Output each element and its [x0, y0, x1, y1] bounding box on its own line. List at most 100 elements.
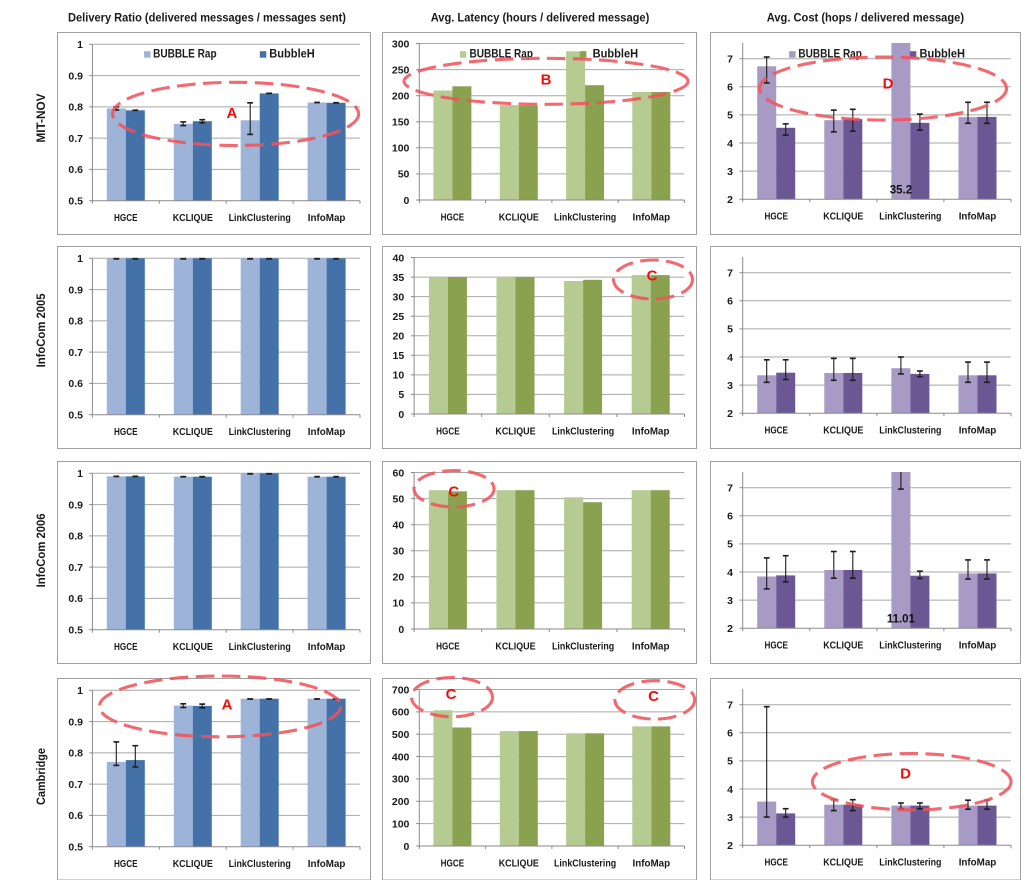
- svg-text:InfoMap: InfoMap: [308, 858, 346, 870]
- svg-text:1: 1: [77, 685, 83, 697]
- svg-text:0.8: 0.8: [68, 530, 83, 542]
- svg-text:InfoMap: InfoMap: [959, 856, 997, 868]
- svg-text:BubbleH: BubbleH: [269, 49, 315, 61]
- svg-text:InfoCom 2005: InfoCom 2005: [36, 293, 48, 368]
- svg-text:C: C: [647, 268, 658, 285]
- svg-text:35.2: 35.2: [890, 185, 912, 197]
- svg-text:0.9: 0.9: [68, 70, 83, 82]
- svg-text:KCLIQUE: KCLIQUE: [495, 640, 535, 652]
- svg-text:0.7: 0.7: [68, 346, 83, 358]
- svg-text:700: 700: [392, 684, 410, 696]
- svg-text:0.5: 0.5: [68, 409, 83, 421]
- svg-text:LinkClustering: LinkClustering: [229, 641, 291, 653]
- svg-text:20: 20: [393, 571, 405, 583]
- svg-text:0.5: 0.5: [68, 624, 83, 636]
- svg-text:50: 50: [398, 169, 410, 181]
- svg-text:Cambridge: Cambridge: [36, 748, 48, 805]
- svg-text:Delivery Ratio (delivered mess: Delivery Ratio (delivered messages / mes…: [68, 13, 346, 25]
- svg-text:2: 2: [727, 194, 733, 206]
- svg-text:HGCE: HGCE: [441, 211, 465, 223]
- svg-text:50: 50: [393, 493, 405, 505]
- svg-text:InfoMap: InfoMap: [632, 425, 670, 437]
- svg-text:40: 40: [393, 252, 405, 264]
- svg-text:30: 30: [393, 545, 405, 557]
- svg-text:LinkClustering: LinkClustering: [229, 212, 291, 224]
- svg-text:100: 100: [392, 143, 410, 155]
- svg-text:7: 7: [727, 267, 733, 279]
- svg-text:KCLIQUE: KCLIQUE: [173, 641, 213, 653]
- svg-text:600: 600: [392, 706, 410, 718]
- svg-text:250: 250: [392, 64, 410, 76]
- svg-text:0: 0: [398, 623, 404, 635]
- svg-text:300: 300: [392, 773, 410, 785]
- svg-text:D: D: [900, 765, 911, 782]
- svg-text:0.9: 0.9: [68, 284, 83, 296]
- svg-text:LinkClustering: LinkClustering: [554, 857, 616, 869]
- svg-text:LinkClustering: LinkClustering: [879, 211, 941, 223]
- svg-text:35: 35: [393, 271, 405, 283]
- svg-text:6: 6: [727, 727, 733, 739]
- svg-text:LinkClustering: LinkClustering: [229, 858, 291, 870]
- svg-text:KCLIQUE: KCLIQUE: [823, 424, 863, 436]
- svg-text:10: 10: [393, 369, 405, 381]
- svg-text:LinkClustering: LinkClustering: [229, 426, 291, 438]
- svg-text:InfoMap: InfoMap: [633, 857, 671, 869]
- svg-text:0.5: 0.5: [68, 196, 83, 208]
- svg-text:0.9: 0.9: [68, 716, 83, 728]
- svg-text:500: 500: [392, 729, 410, 741]
- svg-text:LinkClustering: LinkClustering: [552, 425, 614, 437]
- svg-text:LinkClustering: LinkClustering: [552, 640, 614, 652]
- svg-text:InfoMap: InfoMap: [308, 641, 346, 653]
- svg-text:BUBBLE Rap: BUBBLE Rap: [470, 49, 534, 61]
- svg-text:KCLIQUE: KCLIQUE: [823, 856, 863, 868]
- svg-text:5: 5: [727, 538, 733, 550]
- svg-text:0.8: 0.8: [68, 315, 83, 327]
- svg-text:KCLIQUE: KCLIQUE: [173, 426, 213, 438]
- svg-text:HGCE: HGCE: [114, 858, 138, 870]
- svg-text:2: 2: [727, 623, 733, 635]
- svg-text:2: 2: [727, 408, 733, 420]
- svg-text:Avg. Latency (hours / delivere: Avg. Latency (hours / delivered message): [431, 13, 650, 25]
- svg-text:60: 60: [393, 467, 405, 479]
- svg-text:1: 1: [77, 468, 83, 480]
- svg-text:10: 10: [393, 597, 405, 609]
- svg-text:Avg. Cost (hops / delivered me: Avg. Cost (hops / delivered message): [767, 13, 964, 25]
- svg-text:B: B: [541, 72, 552, 89]
- svg-text:3: 3: [727, 811, 733, 823]
- svg-text:KCLIQUE: KCLIQUE: [823, 639, 863, 651]
- svg-text:3: 3: [727, 379, 733, 391]
- svg-text:6: 6: [727, 510, 733, 522]
- svg-text:0.9: 0.9: [68, 499, 83, 511]
- svg-text:KCLIQUE: KCLIQUE: [495, 425, 535, 437]
- svg-text:BUBBLE Rap: BUBBLE Rap: [153, 49, 217, 61]
- svg-text:HGCE: HGCE: [764, 856, 788, 868]
- svg-text:InfoCom 2006: InfoCom 2006: [36, 513, 48, 587]
- svg-text:0.5: 0.5: [68, 841, 83, 853]
- svg-text:InfoMap: InfoMap: [959, 211, 997, 223]
- svg-text:300: 300: [392, 38, 410, 50]
- svg-text:LinkClustering: LinkClustering: [554, 211, 616, 223]
- svg-text:0: 0: [404, 840, 410, 852]
- svg-text:InfoMap: InfoMap: [308, 426, 346, 438]
- svg-text:200: 200: [392, 796, 410, 808]
- svg-text:4: 4: [727, 138, 733, 150]
- svg-text:0.6: 0.6: [68, 593, 83, 605]
- svg-text:C: C: [448, 484, 459, 501]
- svg-text:InfoMap: InfoMap: [959, 639, 997, 651]
- svg-text:KCLIQUE: KCLIQUE: [499, 857, 539, 869]
- svg-text:BubbleH: BubbleH: [920, 49, 966, 61]
- svg-text:BubbleH: BubbleH: [593, 49, 639, 61]
- svg-text:400: 400: [392, 751, 410, 763]
- svg-text:A: A: [226, 105, 237, 122]
- svg-text:4: 4: [727, 566, 733, 578]
- svg-text:4: 4: [727, 783, 733, 795]
- svg-text:30: 30: [393, 291, 405, 303]
- svg-text:0.6: 0.6: [68, 378, 83, 390]
- svg-text:6: 6: [727, 82, 733, 94]
- svg-text:LinkClustering: LinkClustering: [879, 424, 941, 436]
- svg-text:MIT-NOV: MIT-NOV: [36, 93, 48, 142]
- svg-text:0: 0: [398, 408, 404, 420]
- svg-text:InfoMap: InfoMap: [308, 212, 346, 224]
- svg-text:5: 5: [727, 323, 733, 335]
- svg-text:BUBBLE Rap: BUBBLE Rap: [798, 49, 862, 61]
